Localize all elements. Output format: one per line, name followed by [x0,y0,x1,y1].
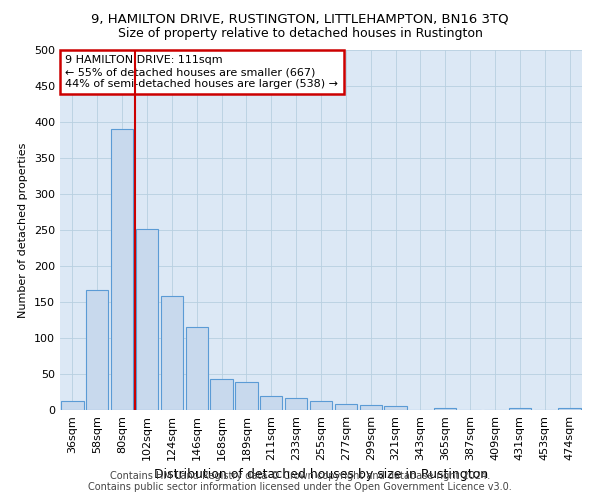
Bar [161,296,183,410]
Text: Size of property relative to detached houses in Rustington: Size of property relative to detached ho… [118,28,482,40]
Text: 9, HAMILTON DRIVE, RUSTINGTON, LITTLEHAMPTON, BN16 3TQ: 9, HAMILTON DRIVE, RUSTINGTON, LITTLEHAM… [91,12,509,26]
Bar [235,382,257,410]
Bar [285,398,307,410]
Bar [185,327,208,410]
Bar [359,405,382,410]
Bar [509,408,531,410]
Bar [260,396,283,410]
Text: 9 HAMILTON DRIVE: 111sqm
← 55% of detached houses are smaller (667)
44% of semi-: 9 HAMILTON DRIVE: 111sqm ← 55% of detach… [65,56,338,88]
Bar [434,408,457,410]
Y-axis label: Number of detached properties: Number of detached properties [19,142,28,318]
Bar [559,408,581,410]
Bar [385,406,407,410]
Bar [310,400,332,410]
Bar [61,402,83,410]
Bar [335,404,357,410]
Bar [136,228,158,410]
Text: Contains HM Land Registry data © Crown copyright and database right 2024.
Contai: Contains HM Land Registry data © Crown c… [88,471,512,492]
Bar [111,129,133,410]
X-axis label: Distribution of detached houses by size in Rustington: Distribution of detached houses by size … [154,468,488,481]
Bar [211,379,233,410]
Bar [86,290,109,410]
